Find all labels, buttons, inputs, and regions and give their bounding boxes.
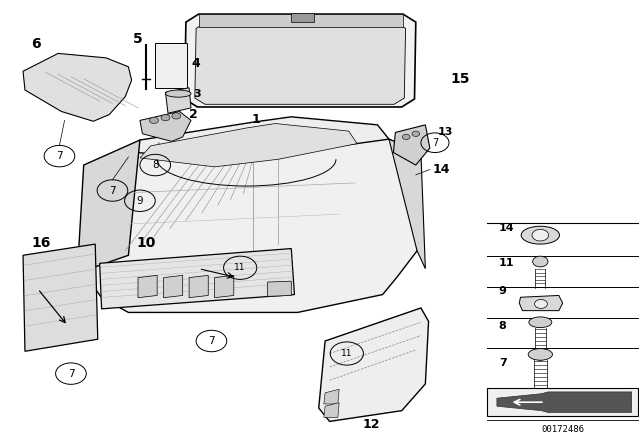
- Ellipse shape: [166, 90, 191, 97]
- Circle shape: [172, 113, 180, 119]
- Polygon shape: [291, 13, 314, 22]
- Text: 2: 2: [189, 108, 198, 121]
- Polygon shape: [268, 281, 291, 296]
- Circle shape: [532, 256, 548, 267]
- Text: 1: 1: [252, 112, 260, 125]
- Polygon shape: [534, 357, 546, 362]
- Polygon shape: [487, 388, 638, 416]
- Ellipse shape: [521, 226, 559, 244]
- Text: 12: 12: [362, 418, 380, 431]
- Text: 8: 8: [499, 321, 507, 331]
- Polygon shape: [324, 403, 339, 418]
- Text: 14: 14: [433, 163, 450, 176]
- Polygon shape: [138, 276, 157, 297]
- Polygon shape: [140, 112, 191, 142]
- Polygon shape: [394, 125, 430, 165]
- Text: 00172486: 00172486: [541, 425, 584, 434]
- Text: 13: 13: [438, 127, 454, 138]
- Text: 7: 7: [56, 151, 63, 161]
- Text: 7: 7: [109, 185, 116, 195]
- Text: 14: 14: [499, 223, 515, 233]
- Polygon shape: [129, 117, 389, 160]
- Polygon shape: [23, 244, 98, 351]
- Text: 5: 5: [133, 32, 143, 46]
- Text: 3: 3: [193, 90, 201, 99]
- Polygon shape: [534, 398, 547, 403]
- Text: 7: 7: [208, 336, 215, 346]
- Circle shape: [161, 115, 170, 121]
- Polygon shape: [140, 124, 357, 167]
- Polygon shape: [84, 139, 421, 312]
- Polygon shape: [23, 53, 132, 121]
- Circle shape: [150, 117, 159, 124]
- Text: 11: 11: [499, 258, 515, 268]
- Polygon shape: [195, 22, 406, 104]
- Polygon shape: [189, 276, 208, 297]
- Circle shape: [532, 229, 548, 241]
- Text: 7: 7: [68, 369, 74, 379]
- Text: 6: 6: [31, 38, 40, 52]
- Text: 10: 10: [136, 236, 156, 250]
- Polygon shape: [184, 14, 416, 107]
- Text: 16: 16: [31, 236, 51, 250]
- Circle shape: [534, 299, 547, 308]
- Polygon shape: [519, 296, 563, 310]
- Ellipse shape: [528, 349, 552, 360]
- Text: 7: 7: [432, 138, 438, 148]
- Text: 7: 7: [499, 358, 507, 368]
- Text: 9: 9: [499, 286, 507, 296]
- Text: 9: 9: [136, 196, 143, 206]
- Polygon shape: [156, 43, 187, 88]
- Polygon shape: [497, 392, 632, 413]
- Circle shape: [403, 134, 410, 140]
- Text: 11: 11: [234, 263, 246, 272]
- Polygon shape: [166, 88, 191, 113]
- Ellipse shape: [529, 317, 552, 327]
- Text: 4: 4: [191, 57, 200, 70]
- Polygon shape: [214, 276, 234, 297]
- Polygon shape: [100, 249, 294, 309]
- Text: 11: 11: [341, 349, 353, 358]
- Text: 8: 8: [152, 160, 159, 170]
- Polygon shape: [164, 276, 182, 297]
- Polygon shape: [389, 139, 426, 269]
- Polygon shape: [324, 389, 339, 404]
- Circle shape: [412, 131, 420, 137]
- Polygon shape: [77, 140, 140, 273]
- Polygon shape: [198, 14, 403, 27]
- Polygon shape: [319, 308, 429, 422]
- Text: 15: 15: [451, 72, 470, 86]
